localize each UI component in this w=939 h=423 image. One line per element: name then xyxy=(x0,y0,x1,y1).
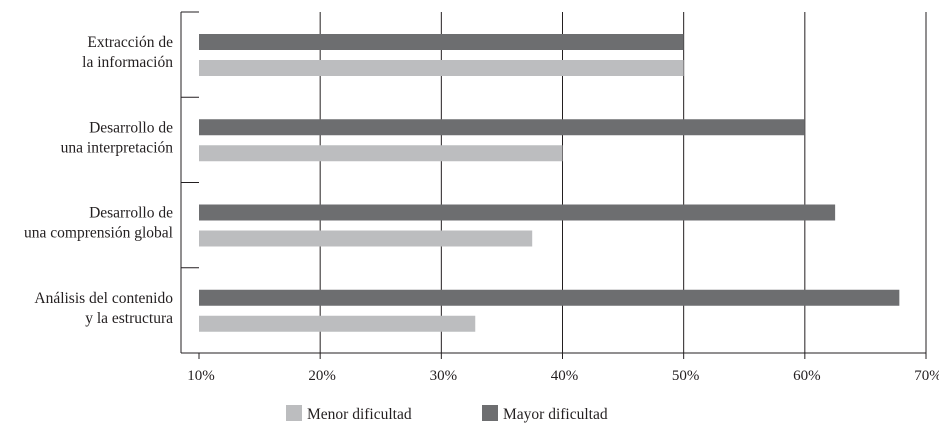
category-label-1: Desarrollo de una interpretación xyxy=(61,119,174,156)
bar-mayor-2 xyxy=(199,204,836,221)
x-tick-label-30: 30% xyxy=(430,368,458,384)
bar-menor-3 xyxy=(199,315,476,332)
bar-mayor-3 xyxy=(199,289,900,306)
bar-mayor-0 xyxy=(199,34,684,50)
x-tick-label-10: 10% xyxy=(187,368,215,384)
category-label-3: Análisis del contenido y la estructura xyxy=(34,290,173,327)
category-label-line: Desarrollo de xyxy=(89,119,173,136)
x-tick-label-40: 40% xyxy=(551,368,579,384)
category-labels: Extracción de la información Desarrollo de… xyxy=(24,34,173,327)
legend-swatch-0 xyxy=(286,405,302,421)
legend-label-1: Mayor dificultad xyxy=(503,406,608,423)
category-label-2: Desarrollo de una comprensión global xyxy=(24,205,173,242)
bar-mayor-1 xyxy=(199,119,805,136)
category-label-line: y la estructura xyxy=(85,310,173,327)
category-label-line: Desarrollo de xyxy=(89,205,173,222)
legend: Menor dificultad Mayor dificultad xyxy=(286,405,608,423)
x-tick-label-70: 70% xyxy=(914,368,939,384)
category-label-line: una comprensión global xyxy=(24,225,173,242)
axes xyxy=(180,11,927,359)
legend-swatch-1 xyxy=(482,405,498,421)
bar-menor-2 xyxy=(199,230,533,247)
bars xyxy=(199,34,900,332)
legend-label-0: Menor dificultad xyxy=(307,406,412,423)
category-label-line: Extracción de xyxy=(87,34,173,51)
category-label-line: una interpretación xyxy=(61,139,174,156)
x-tick-label-20: 20% xyxy=(308,368,336,384)
bar-menor-1 xyxy=(199,145,563,162)
category-label-0: Extracción de la información xyxy=(82,34,173,71)
bar-menor-0 xyxy=(199,60,684,76)
category-label-line: la información xyxy=(82,54,173,71)
category-label-line: Análisis del contenido xyxy=(34,290,173,307)
x-tick-label-50: 50% xyxy=(672,368,700,384)
x-tick-labels: 10% 20% 30% 40% 50% 60% 70% xyxy=(187,368,939,384)
x-tick-label-60: 60% xyxy=(793,368,821,384)
